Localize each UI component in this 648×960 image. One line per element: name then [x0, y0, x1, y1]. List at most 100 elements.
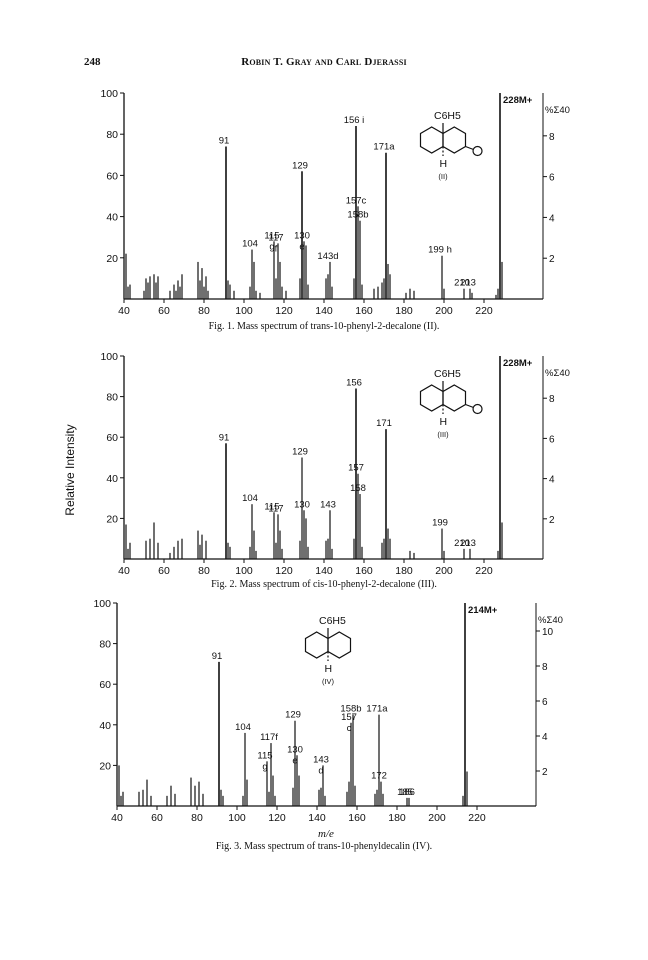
- carbonyl-bond: [465, 145, 474, 151]
- figure-3-caption: Fig. 3. Mass spectrum of trans-10-phenyl…: [215, 841, 433, 852]
- peak-label: e: [299, 241, 304, 252]
- peak-label: g: [262, 761, 267, 772]
- peak-label: 143d: [317, 251, 338, 262]
- decalin-left-ring: [304, 631, 329, 659]
- x-tick-label: 100: [235, 565, 253, 577]
- x-tick-label: 200: [435, 565, 453, 577]
- x-tick-label: 180: [395, 305, 413, 317]
- peak-label: 157c: [346, 195, 367, 206]
- x-tick-label: 220: [468, 812, 486, 824]
- x-tick-label: 120: [275, 565, 293, 577]
- x-tick-label: 60: [151, 812, 163, 824]
- peak-label: 228M+: [503, 358, 533, 369]
- page-number: 248: [84, 56, 101, 68]
- peak-label: d: [318, 765, 323, 776]
- y-tick-label: 20: [106, 253, 118, 265]
- peak-label: 117: [268, 232, 283, 243]
- peak-label: 228M+: [503, 95, 533, 106]
- peak-label: 156: [346, 377, 362, 388]
- y-tick-label: 40: [106, 473, 118, 485]
- x-tick-label: 220: [475, 305, 493, 317]
- peak-label: f: [275, 243, 278, 254]
- peak-label: 171a: [366, 704, 388, 715]
- x-tick-label: 140: [308, 812, 326, 824]
- hydrogen-label: H: [440, 158, 448, 170]
- peak-label: 130: [294, 230, 310, 241]
- x-tick-label: 160: [355, 305, 373, 317]
- peak-label: 158b: [347, 210, 368, 221]
- substituent-label: C6H5: [434, 368, 461, 380]
- peak-label: 129: [285, 710, 301, 721]
- peak-label: 214M+: [468, 605, 498, 616]
- right-tick-label: 4: [549, 475, 555, 486]
- running-head: Robin T. Gray and Carl Djerassi: [241, 56, 407, 68]
- right-tick-label: 10: [542, 627, 554, 638]
- x-tick-label: 160: [348, 812, 366, 824]
- peak-label: 157: [341, 712, 357, 723]
- x-tick-label: 100: [228, 812, 246, 824]
- peak-label: 157: [348, 463, 364, 474]
- hydrogen-label: H: [325, 663, 333, 675]
- peak-label: 115: [257, 750, 272, 761]
- structure-label: (III): [437, 430, 449, 439]
- y-tick-label: 60: [106, 432, 118, 444]
- y-tick-label: 40: [99, 720, 111, 732]
- x-tick-label: 40: [111, 812, 123, 824]
- peak-label: 91: [212, 651, 223, 662]
- carbonyl-oxygen: [472, 403, 483, 415]
- y-tick-label: 80: [106, 392, 118, 404]
- peak-label: 115: [264, 230, 279, 241]
- peak-label: 117f: [260, 732, 278, 743]
- x-tick-label: 180: [395, 565, 413, 577]
- right-tick-label: 4: [549, 213, 555, 224]
- structure-diagram: [419, 381, 483, 415]
- x-tick-label: 180: [388, 812, 406, 824]
- peak-label: 185: [397, 787, 413, 798]
- structure-diagram: [419, 123, 483, 157]
- peak-label: 158: [350, 483, 366, 494]
- structure-label: (II): [438, 172, 448, 181]
- peak-label: g: [269, 241, 274, 252]
- right-tick-label: 6: [549, 434, 555, 445]
- peak-label: 104: [242, 239, 258, 250]
- peak-label: 199 h: [428, 245, 452, 256]
- right-tick-label: 8: [549, 394, 555, 405]
- peak-label: e: [292, 755, 297, 766]
- peak-label: 171: [376, 418, 392, 429]
- x-axis-label: m/e: [318, 828, 334, 840]
- x-tick-label: 200: [428, 812, 446, 824]
- y-tick-label: 80: [106, 129, 118, 141]
- peak-label: 143: [313, 754, 329, 765]
- peak-label: 115: [264, 501, 279, 512]
- peak-label: 91: [219, 432, 230, 443]
- y-tick-label: 100: [100, 351, 118, 363]
- peak-label: 91: [219, 136, 230, 147]
- peak-label: c: [347, 723, 352, 734]
- peak-label: 213: [460, 538, 476, 549]
- x-tick-label: 200: [435, 305, 453, 317]
- peak-label: 213: [460, 278, 476, 289]
- peak-label: 172: [371, 771, 387, 782]
- right-tick-label: 6: [549, 173, 555, 184]
- x-tick-label: 60: [158, 565, 170, 577]
- x-tick-label: 60: [158, 305, 170, 317]
- right-tick-label: 6: [542, 697, 548, 708]
- x-tick-label: 220: [475, 565, 493, 577]
- right-tick-label: 2: [542, 767, 548, 778]
- x-tick-label: 80: [191, 812, 203, 824]
- peak-label: 130: [287, 744, 303, 755]
- structure-label: (IV): [322, 677, 335, 686]
- right-axis-label: %Σ40: [545, 368, 570, 379]
- x-tick-label: 80: [198, 565, 210, 577]
- y-tick-label: 20: [106, 513, 118, 525]
- x-tick-label: 140: [315, 565, 333, 577]
- peak-label: 158b: [340, 704, 361, 715]
- structure-diagram: [304, 628, 352, 661]
- x-tick-label: 140: [315, 305, 333, 317]
- figure-1-caption: Fig. 1. Mass spectrum of trans-10-phenyl…: [208, 321, 440, 332]
- x-tick-label: 120: [268, 812, 286, 824]
- substituent-label: C6H5: [319, 615, 346, 627]
- peak-label: 210: [454, 278, 470, 289]
